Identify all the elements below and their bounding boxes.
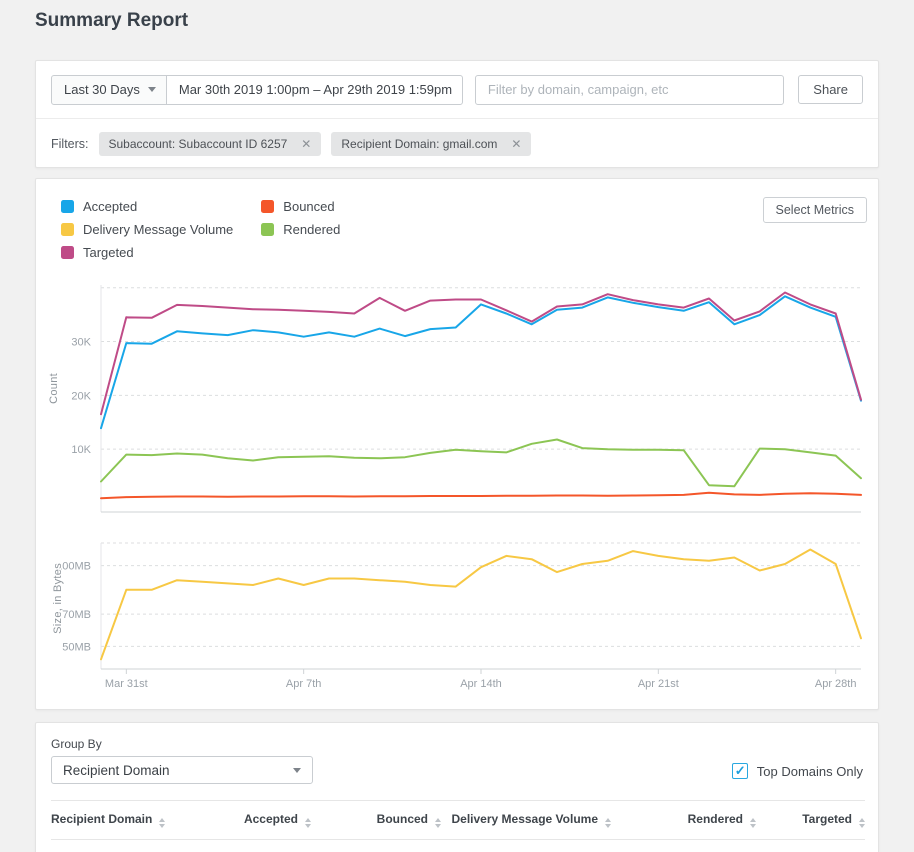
- svg-text:20K: 20K: [71, 390, 91, 402]
- legend-label: Delivery Message Volume: [83, 222, 233, 237]
- sort-icon: [435, 818, 441, 828]
- sort-icon: [859, 818, 865, 828]
- bounced-swatch-icon: [261, 200, 274, 213]
- chevron-down-icon: [148, 87, 156, 92]
- svg-text:10K: 10K: [71, 444, 91, 456]
- domains-table: Recipient Domain Accepted Bounced Delive…: [51, 800, 865, 852]
- svg-text:70MB: 70MB: [62, 609, 91, 621]
- date-range-input[interactable]: Mar 30th 2019 1:00pm – Apr 29th 2019 1:5…: [166, 75, 463, 105]
- bounced-value: 38,411: [311, 840, 441, 852]
- legend-label: Targeted: [83, 245, 134, 260]
- column-targeted[interactable]: Targeted: [756, 801, 865, 840]
- report-controls-card: Last 30 Days Mar 30th 2019 1:00pm – Apr …: [35, 60, 879, 168]
- chart-region: Accepted Bounced Delivery Message Volume…: [36, 179, 878, 709]
- legend-label: Rendered: [283, 222, 340, 237]
- group-by-label: Group By: [51, 737, 863, 751]
- filter-tag-label: Recipient Domain: gmail.com: [341, 137, 497, 151]
- group-by-value: Recipient Domain: [63, 763, 170, 778]
- count-axis-label: Count: [48, 373, 60, 404]
- chevron-down-icon: [293, 768, 301, 773]
- page-title: Summary Report: [35, 10, 188, 32]
- filter-tag-recipient-domain[interactable]: Recipient Domain: gmail.com ✕: [331, 132, 531, 156]
- delivery-volume-value: 2.9 GB: [441, 840, 611, 852]
- top-domains-toggle: Top Domains Only: [732, 763, 863, 779]
- targeted-value: 1,091,121: [756, 840, 865, 852]
- grouped-table-card: Group By Recipient Domain Top Domains On…: [35, 722, 879, 852]
- accepted-swatch-icon: [61, 200, 74, 213]
- table-row: gmail.com 987,291 38,411 2.9 GB 272,791 …: [51, 840, 865, 852]
- chart-legend: Accepted Bounced Delivery Message Volume…: [61, 199, 340, 260]
- legend-item-bounced: Bounced: [261, 199, 340, 214]
- sort-icon: [305, 818, 311, 828]
- svg-text:50MB: 50MB: [62, 641, 91, 653]
- group-by-select[interactable]: Recipient Domain: [51, 756, 313, 784]
- svg-text:Apr 21st: Apr 21st: [638, 678, 679, 690]
- svg-text:Mar 31st: Mar 31st: [105, 678, 148, 690]
- date-preset-label: Last 30 Days: [64, 82, 140, 97]
- legend-label: Accepted: [83, 199, 137, 214]
- legend-label: Bounced: [283, 199, 334, 214]
- legend-item-delivery-message-volume: Delivery Message Volume: [61, 222, 233, 237]
- date-preset-select[interactable]: Last 30 Days: [51, 75, 167, 105]
- filter-tag-label: Subaccount: Subaccount ID 6257: [109, 137, 288, 151]
- filters-row: Filters: Subaccount: Subaccount ID 6257 …: [36, 119, 878, 169]
- select-metrics-button[interactable]: Select Metrics: [763, 197, 868, 223]
- svg-text:30K: 30K: [71, 337, 91, 349]
- svg-text:Apr 14th: Apr 14th: [460, 678, 502, 690]
- legend-item-rendered: Rendered: [261, 222, 340, 237]
- size-chart: 100MB 70MB 50MB Mar 31st Apr 7th Apr 14th Apr …: [61, 535, 871, 697]
- filter-input[interactable]: [475, 75, 784, 105]
- legend-item-accepted: Accepted: [61, 199, 233, 214]
- filters-label: Filters:: [51, 137, 89, 151]
- sort-icon: [750, 818, 756, 828]
- column-delivery-message-volume[interactable]: Delivery Message Volume: [441, 801, 611, 840]
- table-header-row: Recipient Domain Accepted Bounced Delive…: [51, 801, 865, 840]
- metrics-chart-card: Accepted Bounced Delivery Message Volume…: [35, 178, 879, 710]
- close-icon[interactable]: ✕: [301, 138, 311, 150]
- svg-text:100MB: 100MB: [61, 561, 91, 573]
- rendered-swatch-icon: [261, 223, 274, 236]
- svg-text:Apr 28th: Apr 28th: [815, 678, 857, 690]
- svg-text:Apr 7th: Apr 7th: [286, 678, 321, 690]
- targeted-swatch-icon: [61, 246, 74, 259]
- top-domains-label: Top Domains Only: [757, 764, 863, 779]
- accepted-value: 987,291: [201, 840, 311, 852]
- summary-report-page: Summary Report Last 30 Days Mar 30th 201…: [0, 0, 914, 852]
- legend-item-targeted: Targeted: [61, 245, 233, 260]
- close-icon[interactable]: ✕: [511, 138, 521, 150]
- column-recipient-domain[interactable]: Recipient Domain: [51, 801, 201, 840]
- sort-icon: [159, 818, 165, 828]
- column-bounced[interactable]: Bounced: [311, 801, 441, 840]
- rendered-value: 272,791: [611, 840, 756, 852]
- filter-tag-subaccount[interactable]: Subaccount: Subaccount ID 6257 ✕: [99, 132, 322, 156]
- controls-row: Last 30 Days Mar 30th 2019 1:00pm – Apr …: [36, 61, 878, 119]
- share-button[interactable]: Share: [798, 75, 863, 104]
- column-rendered[interactable]: Rendered: [611, 801, 756, 840]
- delivery-volume-swatch-icon: [61, 223, 74, 236]
- top-domains-checkbox[interactable]: [732, 763, 748, 779]
- count-chart: 30K 20K 10K: [61, 279, 871, 519]
- column-accepted[interactable]: Accepted: [201, 801, 311, 840]
- sort-icon: [605, 818, 611, 828]
